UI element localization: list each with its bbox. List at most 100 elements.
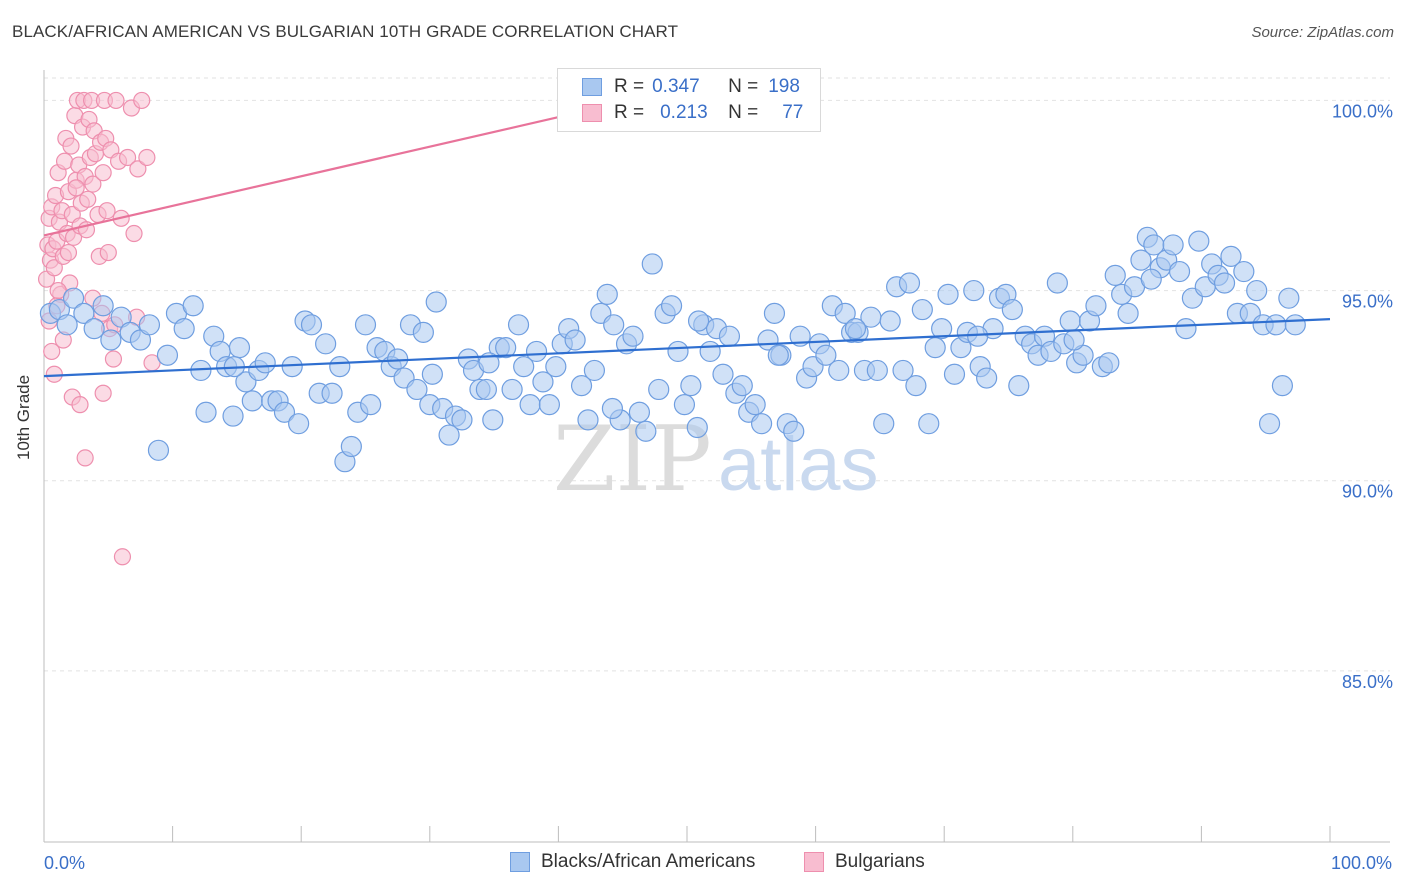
legend-n-value: 198 <box>768 76 800 97</box>
axes <box>43 70 1390 843</box>
y-tick-label: 85.0% <box>1342 672 1393 692</box>
data-point <box>577 409 599 431</box>
data-point <box>387 348 409 370</box>
legend-row-blacks: R = 0.347 N = 198 <box>582 74 800 100</box>
data-point <box>92 295 114 317</box>
legend-n-label: N = <box>728 76 759 97</box>
data-point <box>1258 413 1281 435</box>
data-point <box>513 356 535 378</box>
data-point <box>73 302 95 324</box>
data-point <box>1104 264 1126 286</box>
data-point <box>281 356 303 378</box>
data-point <box>731 375 753 397</box>
data-point <box>62 137 80 155</box>
data-point <box>1175 318 1197 340</box>
data-point <box>241 390 263 412</box>
legend-row-bulgarians: R = 0.213 N = 77 <box>582 100 803 126</box>
data-point <box>699 340 721 363</box>
data-point <box>1046 272 1068 294</box>
x-tick-label-min: 0.0% <box>44 853 86 873</box>
data-point <box>1162 234 1184 256</box>
data-point <box>55 152 74 170</box>
data-point <box>879 310 901 332</box>
data-point <box>300 314 323 336</box>
data-point <box>501 378 523 401</box>
data-point <box>482 409 504 431</box>
data-point <box>601 397 624 420</box>
data-point <box>507 314 530 336</box>
data-point <box>564 329 586 351</box>
y-tick-label: 95.0% <box>1342 292 1393 312</box>
data-point <box>62 287 85 309</box>
data-point <box>156 344 179 366</box>
data-point <box>1140 268 1162 290</box>
data-point <box>815 344 837 366</box>
data-point <box>182 295 204 317</box>
data-point <box>83 318 105 340</box>
data-point <box>976 367 998 389</box>
data-point <box>545 356 567 378</box>
data-point <box>107 91 125 110</box>
data-point <box>967 325 989 347</box>
legend-swatch-pink <box>582 104 602 122</box>
data-point <box>532 371 554 393</box>
data-point <box>100 329 122 351</box>
legend-swatch-blue <box>582 78 602 96</box>
data-point <box>425 291 447 313</box>
data-point <box>1117 302 1139 324</box>
data-point <box>1220 245 1242 267</box>
data-point <box>43 342 61 361</box>
data-point <box>133 91 151 110</box>
data-point <box>222 405 244 427</box>
data-point <box>866 359 888 382</box>
data-point <box>1265 314 1287 336</box>
x-tick-label-max: 100.0% <box>1330 853 1392 873</box>
data-point <box>125 224 143 243</box>
data-point <box>680 375 702 397</box>
data-point <box>641 253 663 275</box>
data-point <box>931 318 953 340</box>
data-point <box>412 321 434 344</box>
data-point <box>254 352 276 374</box>
data-point <box>475 378 497 401</box>
data-point <box>118 148 137 167</box>
data-point <box>478 352 500 374</box>
data-point <box>767 344 789 366</box>
data-point <box>45 365 63 383</box>
y-tick-label: 100.0% <box>1332 101 1393 121</box>
data-point <box>1063 329 1085 351</box>
data-point <box>315 333 337 355</box>
data-point <box>138 148 156 167</box>
data-point <box>98 202 116 220</box>
data-point <box>195 401 217 423</box>
data-point <box>844 318 867 340</box>
legend-swatch-blue <box>510 852 530 872</box>
data-point <box>667 340 689 363</box>
data-point <box>1001 298 1023 321</box>
data-point <box>943 363 966 385</box>
data-point <box>763 302 786 324</box>
data-point <box>911 298 933 321</box>
series-legend: Blacks/African Americans Bulgarians <box>0 851 1406 879</box>
data-point <box>1168 260 1191 283</box>
legend-item-bulgarians: Bulgarians <box>804 851 925 873</box>
data-point <box>828 359 850 382</box>
data-point <box>56 314 78 336</box>
legend-n-label: N = <box>728 102 759 123</box>
data-point <box>622 325 644 347</box>
data-point <box>686 416 708 439</box>
data-point <box>340 435 362 458</box>
data-point <box>570 375 593 397</box>
data-point <box>712 363 734 385</box>
source-label: Source: ZipAtlas.com <box>1251 24 1394 41</box>
data-point <box>1284 314 1306 336</box>
data-point <box>329 356 351 378</box>
data-point <box>1008 375 1030 397</box>
correlation-legend: R = 0.347 N = 198 R = 0.213 N = 77 <box>557 68 821 132</box>
data-point <box>538 394 560 416</box>
data-point <box>583 359 606 382</box>
data-point <box>438 424 460 446</box>
data-point <box>519 394 541 416</box>
data-point <box>937 283 959 305</box>
